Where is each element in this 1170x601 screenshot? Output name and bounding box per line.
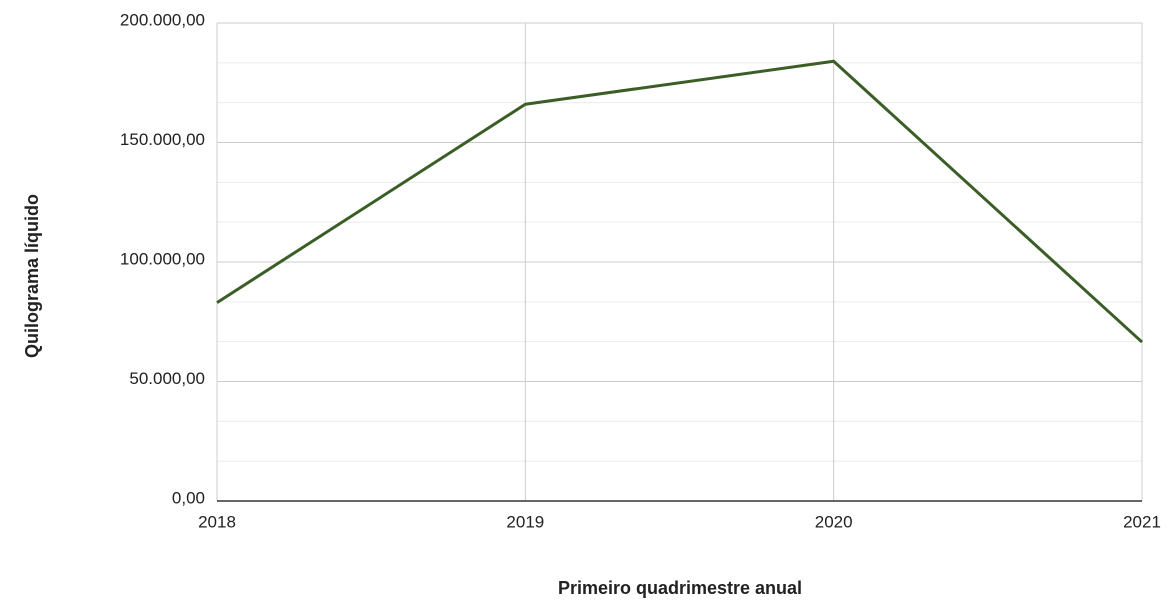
x-tick-label: 2018 [198, 512, 236, 531]
y-tick-label: 50.000,00 [129, 369, 205, 388]
y-tick-label: 150.000,00 [120, 130, 205, 149]
x-axis-title: Primeiro quadrimestre anual [558, 578, 802, 598]
y-tick-label: 100.000,00 [120, 249, 205, 268]
y-tick-label: 0,00 [172, 488, 205, 507]
x-tick-label: 2020 [815, 512, 853, 531]
y-tick-label: 200.000,00 [120, 10, 205, 29]
y-axis-title: Quilograma líquido [22, 194, 42, 358]
series-line [216, 59, 1144, 344]
x-tick-label: 2019 [506, 512, 544, 531]
x-tick-label: 2021 [1123, 512, 1161, 531]
